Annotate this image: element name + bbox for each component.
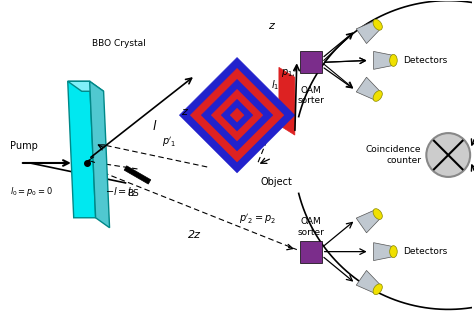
Text: Detectors: Detectors	[403, 247, 447, 256]
Bar	[300, 241, 322, 262]
Ellipse shape	[373, 209, 383, 219]
Text: $p'_1$: $p'_1$	[163, 135, 177, 149]
Polygon shape	[356, 77, 381, 100]
Polygon shape	[356, 21, 381, 43]
Polygon shape	[374, 243, 393, 261]
Text: $p'_2=p_2$: $p'_2=p_2$	[239, 212, 276, 226]
Ellipse shape	[390, 246, 397, 258]
Polygon shape	[190, 68, 284, 162]
Circle shape	[426, 133, 470, 177]
Polygon shape	[68, 81, 96, 218]
Bar	[300, 51, 322, 73]
Text: $p_1$: $p_1$	[281, 67, 293, 79]
Text: $l_0=p_0=0$: $l_0=p_0=0$	[10, 185, 53, 198]
Polygon shape	[374, 51, 393, 69]
Ellipse shape	[373, 19, 383, 30]
Polygon shape	[90, 81, 109, 228]
Polygon shape	[221, 99, 253, 131]
Ellipse shape	[373, 284, 383, 294]
Text: z: z	[182, 107, 187, 117]
Text: Object: Object	[261, 177, 293, 187]
Polygon shape	[124, 166, 151, 184]
Text: Detectors: Detectors	[403, 56, 447, 65]
Polygon shape	[279, 67, 295, 135]
Text: $-l = l_2$: $-l = l_2$	[105, 185, 136, 199]
Text: $l_1$: $l_1$	[271, 78, 279, 92]
Polygon shape	[211, 89, 263, 141]
Polygon shape	[201, 79, 273, 151]
Text: BS: BS	[128, 189, 139, 198]
Polygon shape	[179, 57, 295, 173]
Polygon shape	[356, 270, 381, 293]
Ellipse shape	[390, 55, 397, 66]
Polygon shape	[68, 81, 104, 91]
Text: $l$: $l$	[152, 119, 157, 133]
Polygon shape	[356, 210, 381, 233]
Text: z: z	[268, 21, 274, 30]
Text: BBO Crystal: BBO Crystal	[91, 39, 146, 49]
Text: Coincidence
counter: Coincidence counter	[366, 145, 421, 165]
Text: OAM
sorter: OAM sorter	[297, 217, 324, 237]
Polygon shape	[230, 108, 244, 122]
Text: OAM
sorter: OAM sorter	[297, 86, 324, 105]
Text: Pump: Pump	[10, 141, 38, 151]
Ellipse shape	[373, 91, 383, 101]
Text: 2z: 2z	[188, 230, 201, 240]
